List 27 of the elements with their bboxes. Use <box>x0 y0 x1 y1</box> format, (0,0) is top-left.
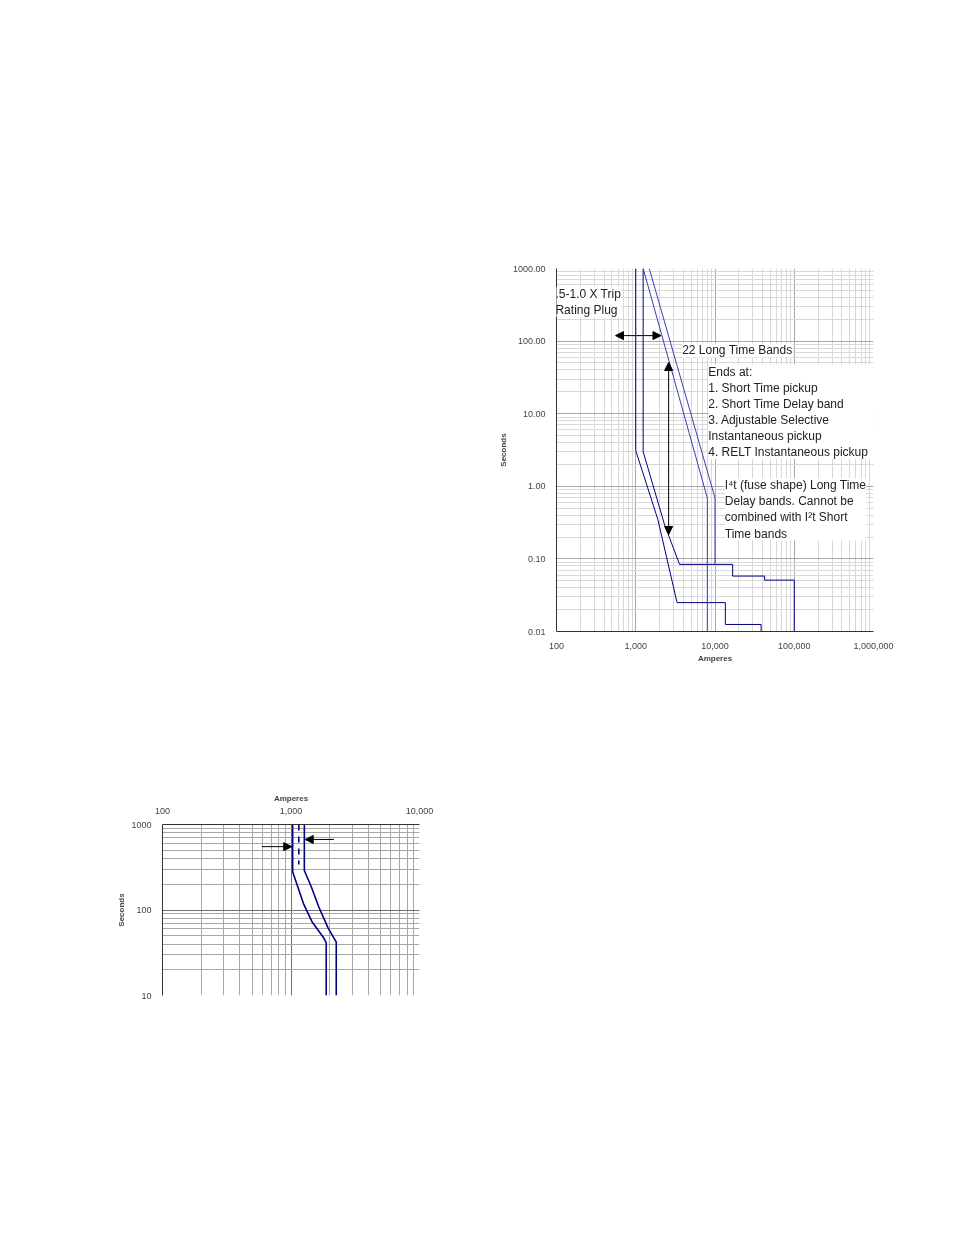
x-tick-label: 100 <box>154 805 171 816</box>
y-tick-label: 100.00 <box>517 336 546 347</box>
y-tick-label: 1.00 <box>527 481 546 492</box>
x-tick-label: 100,000 <box>777 640 811 651</box>
y-tick-label: 0.01 <box>527 626 546 637</box>
annotation: Ends at: 1. Short Time pickup 2. Short Time Delay band 3. Adjustable Selective Instantaneous pickup 4. RELT Instantaneous pickup <box>708 364 869 460</box>
line-series <box>291 824 328 996</box>
y-tick-label: 10.00 <box>522 408 546 419</box>
annotation: I⁴t (fuse shape) Long Time Delay bands. Cannot be combined with I²t Short Time bands <box>724 478 867 541</box>
y-tick-label: 10 <box>141 990 152 1001</box>
y-axis-title: Seconds <box>498 432 508 467</box>
x-tick-label: 100 <box>548 640 565 651</box>
y-tick-label: 100 <box>136 905 152 915</box>
x-tick-label: 10,000 <box>701 640 729 651</box>
y-tick-label: 0.10 <box>527 553 546 564</box>
x-axis-title: Amperes <box>273 793 309 803</box>
y-tick-label: 1000.00 <box>512 263 546 274</box>
x-axis-title: Amperes <box>697 653 733 663</box>
x-tick-label: 1,000 <box>624 640 648 651</box>
x-tick-label: 1,000 <box>279 805 303 816</box>
annotation: 22 Long Time Bands <box>682 343 793 358</box>
annotation: .5-1.0 X Trip Rating Plug <box>555 286 622 317</box>
y-axis-title: Seconds <box>117 892 127 927</box>
y-tick-label: 1000 <box>131 819 152 830</box>
line-series <box>303 824 338 996</box>
x-tick-label: 1,000,000 <box>853 640 894 651</box>
x-tick-label: 10,000 <box>405 805 434 816</box>
